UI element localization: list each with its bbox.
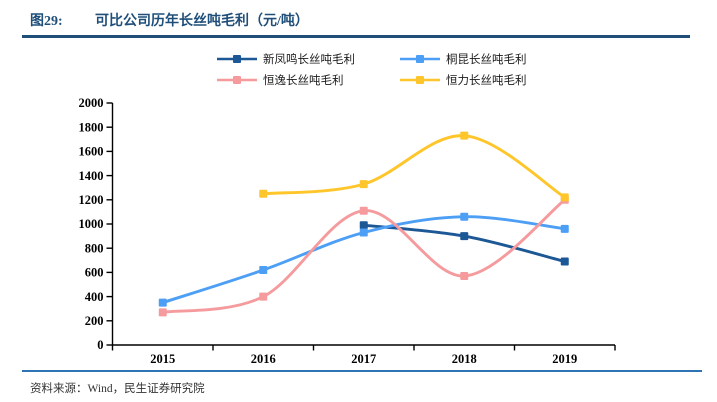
legend-line-marker-icon	[400, 76, 440, 84]
series-line-2	[161, 198, 567, 314]
legend-label: 恒逸长丝吨毛利	[263, 75, 344, 87]
data-point-marker	[460, 212, 469, 221]
legend-item-tongkun: 桐昆长丝吨毛利	[400, 51, 527, 67]
y-axis-label: 2000	[79, 96, 104, 110]
data-point-marker	[259, 292, 268, 301]
figure-title: 可比公司历年长丝吨毛利（元/吨）	[95, 14, 309, 29]
source-text: Wind，民生证券研究院	[87, 383, 205, 395]
y-axis-label: 0	[97, 338, 103, 352]
source-label: 资料来源：	[30, 383, 88, 395]
y-axis-label: 1800	[79, 120, 104, 134]
x-axis-label: 2017	[351, 352, 376, 366]
y-axis-label: 800	[85, 241, 104, 255]
legend-item-xinfengming: 新凤鸣长丝吨毛利	[217, 51, 400, 67]
data-point-marker	[158, 298, 167, 307]
legend-label: 恒力长丝吨毛利	[446, 75, 527, 87]
data-point-marker	[460, 232, 469, 241]
y-axis-label: 1600	[79, 145, 104, 159]
legend-item-hengyi: 恒逸长丝吨毛利	[217, 72, 400, 88]
x-axis-label: 2018	[452, 352, 477, 366]
y-axis-label: 1200	[79, 193, 104, 207]
legend-line-marker-icon	[400, 55, 440, 63]
legend-line-marker-icon	[217, 76, 257, 84]
legend-line-marker-icon	[217, 55, 257, 63]
data-point-marker	[460, 272, 469, 281]
y-axis-label: 600	[85, 266, 104, 280]
y-axis-label: 400	[85, 290, 104, 304]
figure-bottom-rule	[22, 370, 702, 372]
data-point-marker	[259, 189, 268, 198]
data-point-marker	[460, 131, 469, 140]
source-line: 资料来源：Wind，民生证券研究院	[30, 380, 205, 396]
legend-item-hengli: 恒力长丝吨毛利	[400, 72, 527, 88]
data-point-marker	[259, 265, 268, 274]
data-point-marker	[560, 257, 569, 266]
data-point-marker	[158, 308, 167, 317]
legend-label: 桐昆长丝吨毛利	[446, 54, 527, 66]
data-point-marker	[359, 180, 368, 189]
data-point-marker	[359, 228, 368, 237]
data-point-marker	[560, 193, 569, 202]
x-axis-label: 2016	[251, 352, 276, 366]
y-axis-label: 1400	[79, 169, 104, 183]
data-point-marker	[359, 206, 368, 215]
x-axis-label: 2019	[552, 352, 577, 366]
y-axis-label: 1000	[79, 217, 104, 231]
series-line-3	[261, 134, 567, 199]
x-axis-label: 2015	[150, 352, 175, 366]
title-divider-rule	[22, 35, 690, 38]
legend-label: 新凤鸣长丝吨毛利	[263, 54, 355, 66]
data-point-marker	[359, 221, 368, 230]
y-axis-label: 200	[85, 314, 104, 328]
data-point-marker	[560, 224, 569, 233]
figure-number-label: 图29:	[30, 14, 63, 29]
chart-legend: 新凤鸣长丝吨毛利 桐昆长丝吨毛利 恒逸长丝吨毛利 恒力长丝吨毛利	[217, 51, 527, 88]
